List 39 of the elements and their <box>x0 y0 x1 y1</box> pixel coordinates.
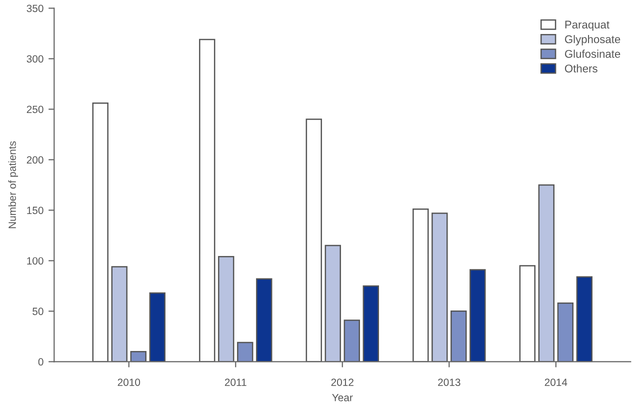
bar <box>362 285 379 362</box>
legend-label: Glyphosate <box>564 35 620 46</box>
legend-label: Paraquat <box>565 20 610 31</box>
bar <box>432 212 448 362</box>
y-tick-label: 200 <box>26 156 44 164</box>
x-tick-label: 2013 <box>438 378 460 386</box>
y-tick-label: 100 <box>27 257 44 265</box>
y-tick-label: 0 <box>38 358 44 366</box>
x-tick-label: 2012 <box>331 378 354 386</box>
bar <box>344 320 360 362</box>
legend-label: Others <box>564 64 598 72</box>
bar <box>557 302 574 362</box>
y-tick-label: 250 <box>26 106 44 114</box>
bar <box>538 184 554 362</box>
x-tick-label: 2014 <box>544 378 568 386</box>
bar <box>92 102 108 362</box>
y-axis-title: Number of patients <box>8 141 18 228</box>
y-tick-label: 300 <box>26 55 44 63</box>
bar <box>306 118 322 362</box>
y-tick-label: 350 <box>26 4 44 12</box>
y-tick-label: 50 <box>32 308 44 316</box>
x-axis-title: Year <box>332 394 353 402</box>
bar <box>470 269 486 362</box>
bar <box>324 244 341 362</box>
bar <box>130 350 146 362</box>
bar <box>149 292 166 362</box>
bar <box>412 208 429 362</box>
bar <box>576 276 592 362</box>
x-tick-label: 2011 <box>224 378 246 386</box>
bar <box>237 342 254 362</box>
x-tick-label: 2010 <box>118 378 140 386</box>
bar <box>256 278 272 362</box>
bar <box>111 266 128 362</box>
bar <box>519 265 536 362</box>
bar <box>199 38 216 362</box>
legend-label: Glufosinate <box>564 50 620 58</box>
bar <box>218 256 234 362</box>
y-tick-label: 150 <box>27 206 44 214</box>
bar <box>450 310 467 362</box>
